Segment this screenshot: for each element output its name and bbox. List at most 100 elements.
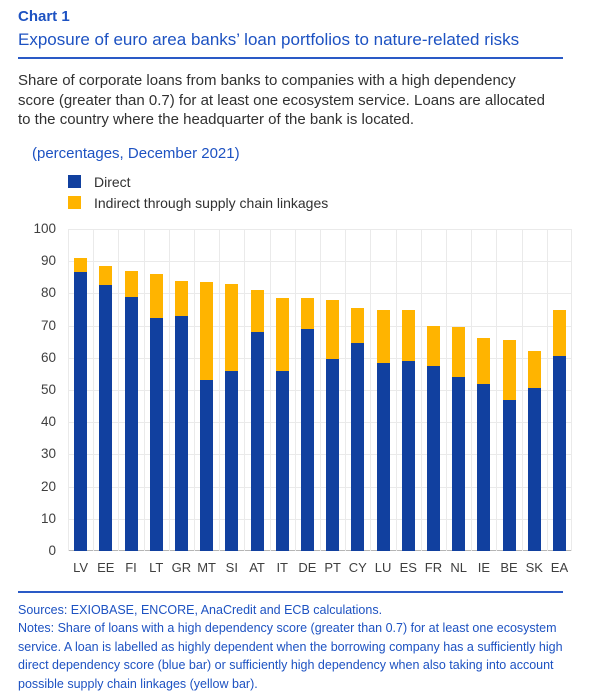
- bar-segment-LT-direct: [149, 317, 163, 551]
- bar-stack-FR: [426, 325, 440, 551]
- bar-segment-BE-direct: [502, 399, 516, 551]
- bar-segment-SI-indirect: [225, 283, 239, 371]
- bar-segment-ES-indirect: [401, 309, 415, 362]
- bar-segment-IE-direct: [477, 383, 491, 551]
- bar-segment-LT-indirect: [149, 274, 163, 318]
- v-gridline: [496, 229, 498, 551]
- v-gridline: [118, 229, 120, 551]
- v-gridline: [320, 229, 321, 551]
- bar-segment-IT-direct: [275, 370, 289, 551]
- v-gridline: [143, 229, 145, 551]
- bar-segment-SK-indirect: [527, 351, 541, 389]
- bar-stack-LU: [376, 309, 390, 551]
- legend: Direct Indirect through supply chain lin…: [68, 171, 328, 213]
- legend-swatch-direct: [68, 175, 81, 188]
- legend-label-direct: Direct: [94, 173, 131, 190]
- bar-stack-SI: [225, 283, 239, 551]
- bar-segment-FI-indirect: [124, 270, 138, 297]
- y-tick-label: 50: [40, 382, 56, 397]
- bar-stack-DE: [300, 298, 314, 551]
- y-axis: 0 10 20 30 40 50 60 70 80 90 100: [0, 221, 56, 558]
- bar-stack-IE: [477, 338, 491, 551]
- x-tick-label-AT: AT: [249, 560, 265, 575]
- bar-segment-FR-indirect: [426, 325, 440, 366]
- bar-segment-FR-direct: [426, 365, 440, 551]
- bar-stack-FI: [124, 270, 138, 551]
- header-divider: [18, 57, 563, 59]
- x-tick-label-IE: IE: [477, 560, 490, 575]
- bar-segment-ES-direct: [401, 361, 415, 551]
- bar-segment-EA-indirect: [552, 309, 566, 357]
- page-title: Exposure of euro area banks’ loan portfo…: [18, 30, 520, 49]
- legend-swatch-indirect: [68, 196, 81, 209]
- bar-stack-MT: [200, 282, 214, 551]
- plot-area: [68, 229, 572, 551]
- bar-segment-IE-indirect: [477, 338, 491, 384]
- y-tick-label: 10: [40, 510, 56, 526]
- bar-segment-PT-direct: [326, 359, 340, 551]
- notes-text: Notes: Share of loans with a high depend…: [18, 621, 563, 691]
- y-tick-label: 0: [48, 543, 56, 558]
- sources-note: Sources: EXIOBASE, ENCORE, AnaCredit and…: [18, 603, 383, 617]
- bar-segment-SK-direct: [527, 388, 541, 551]
- v-gridline: [294, 229, 296, 551]
- x-tick-label-EA: EA: [550, 560, 569, 575]
- bar-segment-MT-direct: [200, 380, 214, 551]
- bar-segment-AT-direct: [250, 332, 264, 551]
- bar-segment-AT-indirect: [250, 290, 264, 333]
- units-note: (percentages, December 2021): [32, 145, 240, 162]
- bar-stack-GR: [174, 280, 188, 551]
- bar-segment-LV-indirect: [74, 258, 88, 273]
- bar-segment-GR-direct: [174, 315, 188, 551]
- legend-item-direct: Direct: [68, 171, 328, 192]
- y-tick-label: 40: [40, 414, 56, 430]
- chart-description: Share of corporate loans from banks to c…: [18, 72, 545, 128]
- v-gridline: [345, 229, 347, 551]
- bar-segment-LU-indirect: [376, 309, 390, 363]
- x-tick-label-LT: LT: [149, 560, 164, 575]
- v-gridline: [93, 229, 95, 551]
- x-tick-label-LV: LV: [73, 560, 89, 575]
- bar-stack-PT: [326, 299, 340, 551]
- y-tick-label: 90: [40, 253, 56, 269]
- footer-divider: [18, 591, 563, 593]
- bar-segment-SI-direct: [225, 370, 239, 551]
- bar-stack-CY: [351, 307, 365, 551]
- x-tick-label-SK: SK: [525, 560, 543, 575]
- x-tick-label-CY: CY: [348, 560, 367, 575]
- v-gridline: [194, 229, 195, 551]
- v-gridline: [420, 229, 422, 551]
- x-tick-label-BE: BE: [500, 560, 518, 575]
- y-tick-label: 70: [40, 317, 56, 333]
- bar-stack-LV: [74, 258, 88, 551]
- x-tick-label-MT: MT: [197, 560, 216, 575]
- bar-segment-EE-direct: [99, 285, 113, 551]
- bar-segment-IT-indirect: [275, 298, 289, 371]
- bar-segment-NL-direct: [452, 377, 466, 551]
- bar-stack-LT: [149, 274, 163, 551]
- bar-stack-EE: [99, 266, 113, 551]
- bar-segment-EE-indirect: [99, 266, 113, 286]
- bar-segment-LV-direct: [74, 272, 88, 551]
- y-tick-label: 30: [40, 446, 56, 462]
- x-tick-label-FR: FR: [424, 560, 443, 575]
- x-tick-label-IT: IT: [276, 560, 288, 575]
- legend-item-indirect: Indirect through supply chain linkages: [68, 192, 328, 213]
- x-tick-label-NL: NL: [450, 560, 467, 575]
- y-tick-label: 100: [33, 221, 56, 236]
- bar-segment-EA-direct: [552, 356, 566, 551]
- x-tick-label-FI: FI: [125, 560, 137, 575]
- bar-segment-GR-indirect: [174, 280, 188, 316]
- x-axis: LV EE FI LT GR MT SI AT IT DE PT CY LU ES FR NL IE BE SK EA: [68, 560, 572, 575]
- v-gridline: [446, 229, 447, 551]
- x-tick-label-SI: SI: [225, 560, 238, 575]
- bar-stack-EA: [552, 309, 566, 551]
- x-tick-label-EE: EE: [97, 560, 115, 575]
- v-gridline: [219, 229, 221, 551]
- bar-segment-CY-direct: [351, 343, 365, 551]
- x-tick-label-LU: LU: [374, 560, 392, 575]
- v-gridline: [269, 229, 271, 551]
- chart-number-label: Chart 1: [18, 8, 70, 25]
- bar-stack-IT: [275, 298, 289, 551]
- bar-segment-LU-direct: [376, 362, 390, 551]
